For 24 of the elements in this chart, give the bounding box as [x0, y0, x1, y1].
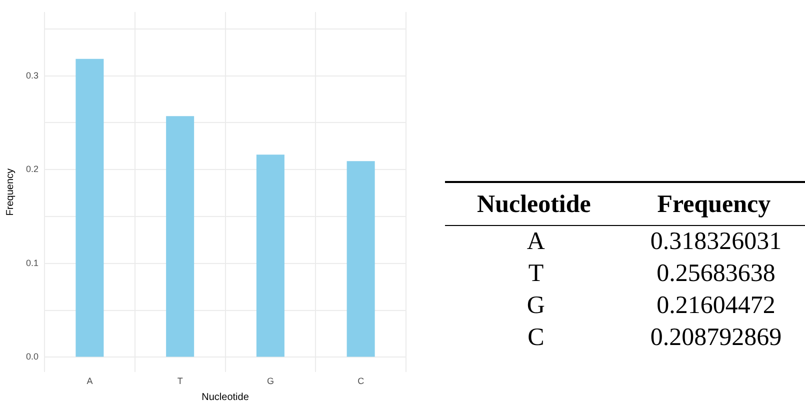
category-label: G: [526, 291, 546, 321]
y-tick-label: 0.3: [26, 70, 39, 80]
bar: [76, 58, 104, 357]
x-tick-label: T: [177, 376, 184, 386]
data-label: 0.208792869: [649, 323, 783, 353]
bar: [346, 161, 375, 357]
x-tick-label: G: [266, 376, 274, 386]
text: Nucleotide: [476, 190, 592, 220]
category-label: A: [526, 227, 546, 257]
data-label: 0.25683638: [656, 259, 776, 289]
bar: [256, 154, 284, 357]
y-axis-title: Frequency: [4, 168, 16, 216]
x-tick-label: A: [86, 376, 93, 386]
x-axis-title: Nucleotide: [202, 392, 250, 403]
y-tick-label: 0.2: [26, 164, 39, 174]
text: Frequency: [656, 190, 772, 220]
category-label: C: [526, 323, 546, 353]
x-tick-label: C: [358, 376, 365, 386]
y-tick-label: 0.1: [26, 258, 39, 268]
bar: [166, 116, 194, 357]
data-label: 0.318326031: [649, 227, 783, 257]
data-label: 0.21604472: [656, 291, 776, 321]
y-tick-label: 0.0: [26, 352, 39, 362]
category-label: T: [527, 259, 545, 289]
